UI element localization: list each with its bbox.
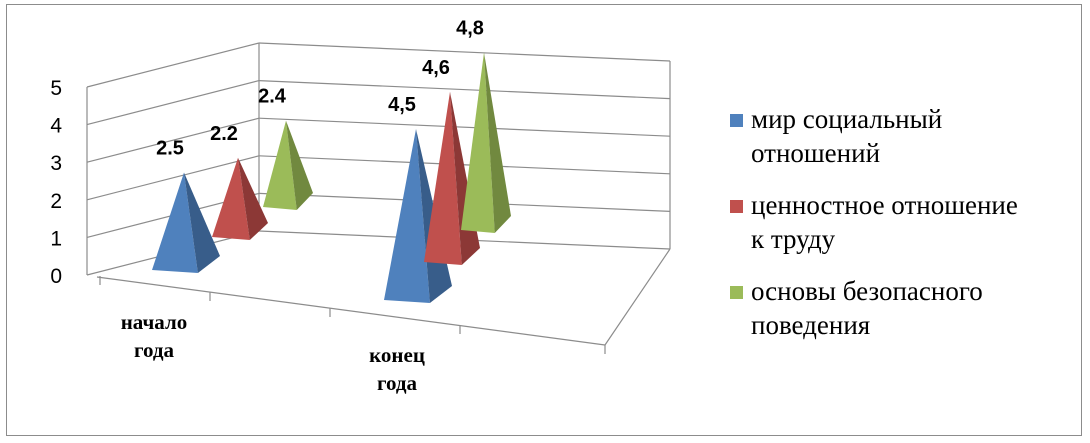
data-label: 4,5 [388, 94, 416, 116]
side-gridline [86, 42, 260, 88]
pyramid-side-face [184, 172, 220, 273]
legend-swatch [730, 286, 743, 299]
side-gridline [86, 117, 260, 163]
data-label: 4,6 [422, 57, 450, 79]
category-label: года [377, 371, 418, 395]
pyramid-front-face [212, 157, 250, 240]
pyramid-front-face [461, 52, 495, 234]
pyramid-front-face [384, 129, 430, 303]
data-label: 4,8 [456, 17, 484, 39]
legend-label: отношений [751, 138, 880, 168]
pyramid-front-face [424, 91, 462, 265]
category-label: конец [369, 343, 425, 367]
floor-right-edge [604, 248, 671, 346]
pyramid-front-face [152, 172, 198, 273]
side-gridline [86, 80, 260, 126]
data-label: 2.5 [156, 138, 184, 160]
legend-label: ценностное отношение [751, 190, 1018, 220]
y-tick-label: 4 [50, 115, 62, 138]
back-gridline [258, 155, 671, 175]
pyramid-side-face [286, 120, 313, 210]
pyramid-front-face [263, 120, 297, 210]
category-label: года [134, 338, 175, 362]
back-gridline [258, 80, 671, 100]
pyramid-side-face [238, 157, 268, 240]
back-gridline [258, 42, 671, 62]
pyramid-side-face [484, 52, 511, 234]
y-tick-label: 1 [50, 227, 62, 250]
y-tick-label: 0 [50, 265, 62, 288]
y-tick-label: 2 [50, 190, 62, 213]
side-gridline [86, 155, 260, 201]
back-gridline [258, 117, 671, 137]
legend-label: к труду [751, 224, 836, 254]
y-tick-label: 5 [50, 77, 62, 100]
legend-label: основы безопасного [751, 276, 983, 306]
category-label: начало [121, 310, 188, 334]
legend-label: мир социальный [751, 104, 942, 134]
legend-swatch [730, 200, 743, 213]
legend-label: поведения [751, 310, 870, 340]
data-label: 2.4 [258, 86, 287, 108]
data-label: 2.2 [210, 123, 238, 145]
y-tick-label: 3 [50, 152, 62, 175]
floor-front-edge [96, 276, 606, 346]
legend-swatch [730, 114, 743, 127]
